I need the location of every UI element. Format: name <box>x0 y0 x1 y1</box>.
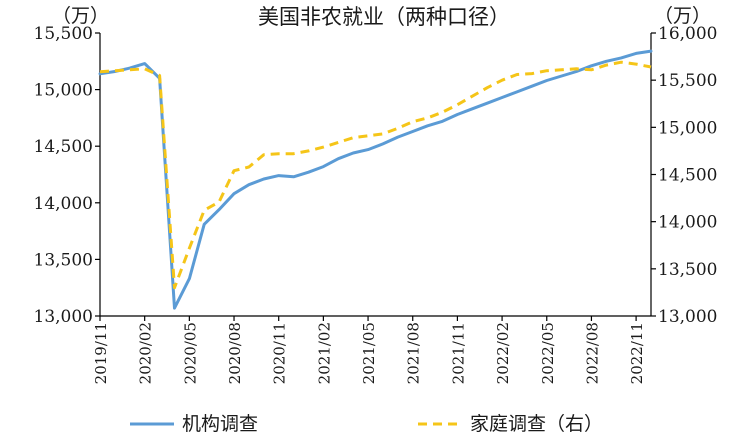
right-tick-label: 13,500 <box>658 260 717 280</box>
x-tick-label: 2021/05 <box>360 322 378 384</box>
x-tick-label: 2020/11 <box>271 322 289 384</box>
x-tick-label: 2021/02 <box>315 322 333 384</box>
right-tick-label: 13,000 <box>658 307 717 327</box>
legend: 机构调查 家庭调查（右） <box>130 413 603 435</box>
left-tick-label: 15,000 <box>34 81 93 101</box>
x-tick-label: 2021/11 <box>449 322 467 384</box>
left-tick-label: 14,000 <box>34 194 93 214</box>
left-axis-unit: （万） <box>52 5 109 27</box>
right-tick-label: 15,000 <box>658 118 717 138</box>
series-line-0 <box>98 49 653 310</box>
x-tick-label: 2019/11 <box>92 322 110 384</box>
left-tick-label: 13,500 <box>34 250 93 270</box>
left-tick-label: 14,500 <box>34 137 93 157</box>
legend-label-0: 机构调查 <box>182 413 258 435</box>
x-tick-label: 2020/08 <box>226 322 244 384</box>
x-tick-label: 2020/02 <box>137 322 155 384</box>
right-axis-ticks: 13,000 13,500 14,000 14,500 15,000 15,500 16,0… <box>651 24 717 327</box>
x-axis-ticks: 2019/11 2020/02 2020/05 2020/08 2020/11 2021/… <box>92 316 646 384</box>
x-tick-label: 2022/05 <box>539 322 557 384</box>
left-axis-ticks: 13,000 13,500 14,000 14,500 15,000 15,500 <box>34 24 100 327</box>
legend-label-1: 家庭调查（右） <box>470 413 603 435</box>
x-tick-label: 2020/05 <box>181 322 199 384</box>
x-tick-label: 2021/08 <box>405 322 423 384</box>
series-line-1 <box>99 60 652 290</box>
left-tick-label: 15,500 <box>34 24 93 44</box>
right-axis-unit: （万） <box>654 5 711 27</box>
series-group <box>98 49 653 310</box>
x-tick-label: 2022/02 <box>494 322 512 384</box>
x-tick-label: 2022/08 <box>583 322 601 384</box>
x-tick-label: 2022/11 <box>628 322 646 384</box>
chart-title: 美国非农就业（两种口径） <box>258 5 510 29</box>
right-tick-label: 14,000 <box>658 213 717 233</box>
left-tick-label: 13,000 <box>34 307 93 327</box>
right-tick-label: 14,500 <box>658 166 717 186</box>
right-tick-label: 15,500 <box>658 71 717 91</box>
right-tick-label: 16,000 <box>658 24 717 44</box>
